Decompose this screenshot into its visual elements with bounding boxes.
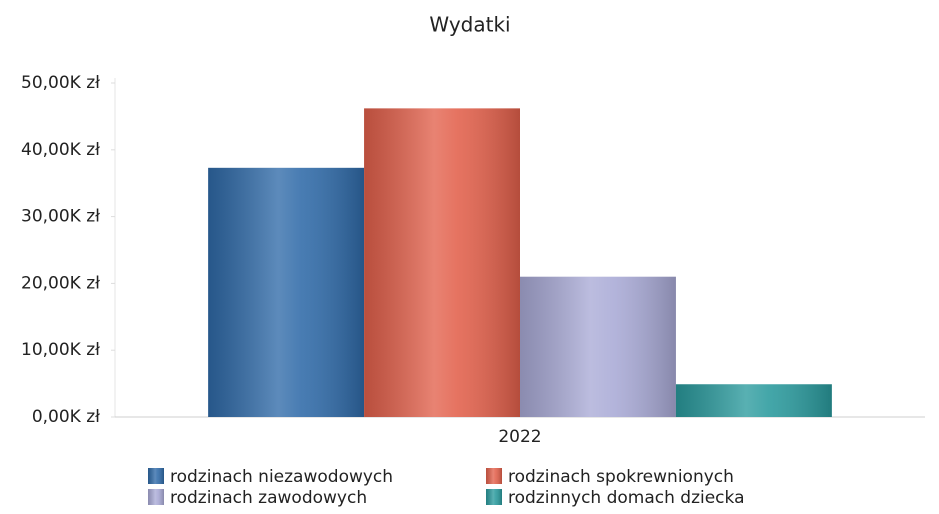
- bar: [520, 276, 676, 417]
- legend-label: rodzinach niezawodowych: [170, 467, 393, 487]
- chart-title: Wydatki: [429, 13, 510, 37]
- bar: [208, 167, 365, 417]
- y-tick-label: 40,00K zł: [21, 140, 100, 160]
- y-tick-label: 20,00K zł: [21, 273, 100, 293]
- x-tick-label: 2022: [498, 427, 541, 447]
- y-tick-label: 10,00K zł: [21, 340, 100, 360]
- legend-label: rodzinach spokrewnionych: [508, 467, 734, 487]
- bar: [364, 108, 520, 417]
- legend-label: rodzinnych domach dziecka: [508, 488, 745, 508]
- legend-label: rodzinach zawodowych: [170, 488, 367, 508]
- bar: [675, 384, 832, 417]
- y-tick-label: 30,00K zł: [21, 207, 100, 227]
- y-tick-label: 50,00K zł: [21, 73, 100, 93]
- legend-swatch-shine: [148, 468, 164, 484]
- y-tick-label: 0,00K zł: [32, 407, 100, 427]
- legend-swatch-shine: [486, 489, 502, 505]
- legend-swatch-shine: [148, 489, 164, 505]
- legend-swatch-shine: [486, 468, 502, 484]
